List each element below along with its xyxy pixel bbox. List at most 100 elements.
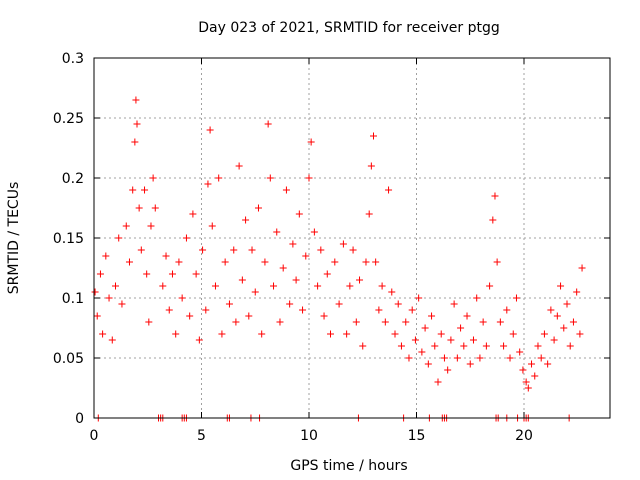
data-point xyxy=(273,228,281,236)
data-point xyxy=(115,234,123,242)
data-point xyxy=(563,300,571,308)
data-point xyxy=(323,270,331,278)
x-tick-label: 10 xyxy=(300,428,318,444)
data-point xyxy=(463,312,471,320)
data-point xyxy=(578,264,586,272)
data-point xyxy=(165,306,173,314)
data-point xyxy=(186,312,194,320)
y-tick-label: 0.1 xyxy=(62,291,84,307)
data-point xyxy=(254,204,262,212)
data-point xyxy=(91,288,99,296)
data-point xyxy=(270,282,278,290)
y-axis-label: SRMTID / TECUs xyxy=(6,182,22,295)
data-point xyxy=(327,330,334,338)
data-point xyxy=(466,360,474,368)
data-point xyxy=(516,348,524,356)
data-point xyxy=(125,258,133,266)
data-point xyxy=(519,366,527,374)
data-point xyxy=(506,354,514,362)
data-point xyxy=(405,354,413,362)
data-point xyxy=(391,330,399,338)
data-point xyxy=(302,252,310,260)
y-tick-label: 0.05 xyxy=(53,351,84,367)
data-point xyxy=(372,258,380,266)
chart-title: Day 023 of 2021, SRMTID for receiver ptg… xyxy=(198,20,500,36)
data-point xyxy=(235,162,243,170)
data-point xyxy=(141,186,149,194)
data-point xyxy=(365,210,373,218)
data-point xyxy=(314,282,322,290)
data-point xyxy=(339,240,347,248)
data-point xyxy=(178,294,186,302)
data-point xyxy=(411,336,419,344)
data-point xyxy=(385,186,393,194)
data-point xyxy=(99,330,107,338)
data-point xyxy=(168,270,176,278)
data-point xyxy=(531,372,539,380)
data-point xyxy=(108,336,116,344)
data-point xyxy=(149,174,157,182)
data-point xyxy=(202,306,210,314)
data-point xyxy=(264,120,272,128)
y-tick-label: 0.25 xyxy=(53,111,84,127)
data-point xyxy=(573,288,581,296)
axis-ticks: 0 5 10 15 20 0 0.05 0.1 0.15 0.2 0.25 0.3 xyxy=(53,51,610,444)
data-point xyxy=(370,132,377,140)
data-point xyxy=(457,324,465,332)
data-point xyxy=(547,306,555,314)
data-point xyxy=(522,378,530,386)
data-point xyxy=(118,300,126,308)
data-point xyxy=(289,240,297,248)
data-point xyxy=(453,354,461,362)
data-point xyxy=(248,246,256,254)
data-point xyxy=(199,246,207,254)
data-point xyxy=(175,258,183,266)
x-axis-label: GPS time / hours xyxy=(290,458,407,474)
data-point xyxy=(560,324,568,332)
data-point xyxy=(93,312,101,320)
y-tick-label: 0 xyxy=(75,411,84,427)
data-point xyxy=(143,270,151,278)
data-point xyxy=(242,216,250,224)
data-point xyxy=(528,360,536,368)
data-point xyxy=(137,246,145,254)
data-point xyxy=(489,216,497,224)
data-point xyxy=(320,312,328,320)
data-point xyxy=(493,258,501,266)
data-point xyxy=(132,96,140,104)
data-point xyxy=(238,276,246,284)
data-point xyxy=(245,312,253,320)
data-point xyxy=(96,270,104,278)
data-point xyxy=(292,276,300,284)
data-point xyxy=(349,246,357,254)
data-point xyxy=(310,228,318,236)
data-point xyxy=(131,138,139,146)
data-point xyxy=(476,354,484,362)
data-point xyxy=(512,294,520,302)
data-point xyxy=(182,234,190,242)
data-point xyxy=(133,120,141,128)
data-point xyxy=(206,126,214,134)
data-point xyxy=(473,294,481,302)
data-point xyxy=(343,330,351,338)
data-point xyxy=(566,342,574,350)
data-point xyxy=(356,276,364,284)
data-point xyxy=(279,264,287,272)
y-tick-label: 0.15 xyxy=(53,231,84,247)
data-point xyxy=(479,318,487,326)
data-point xyxy=(509,330,517,338)
data-point xyxy=(388,288,396,296)
data-point xyxy=(486,282,494,290)
data-point xyxy=(444,366,452,374)
y-tick-label: 0.3 xyxy=(62,51,84,67)
data-point xyxy=(299,306,307,314)
data-point xyxy=(276,318,284,326)
data-point xyxy=(534,342,542,350)
series-srmtid xyxy=(91,96,586,392)
data-point xyxy=(437,330,445,338)
data-point xyxy=(375,306,383,314)
data-point xyxy=(550,336,558,344)
data-point xyxy=(524,384,532,392)
data-point xyxy=(122,222,130,230)
